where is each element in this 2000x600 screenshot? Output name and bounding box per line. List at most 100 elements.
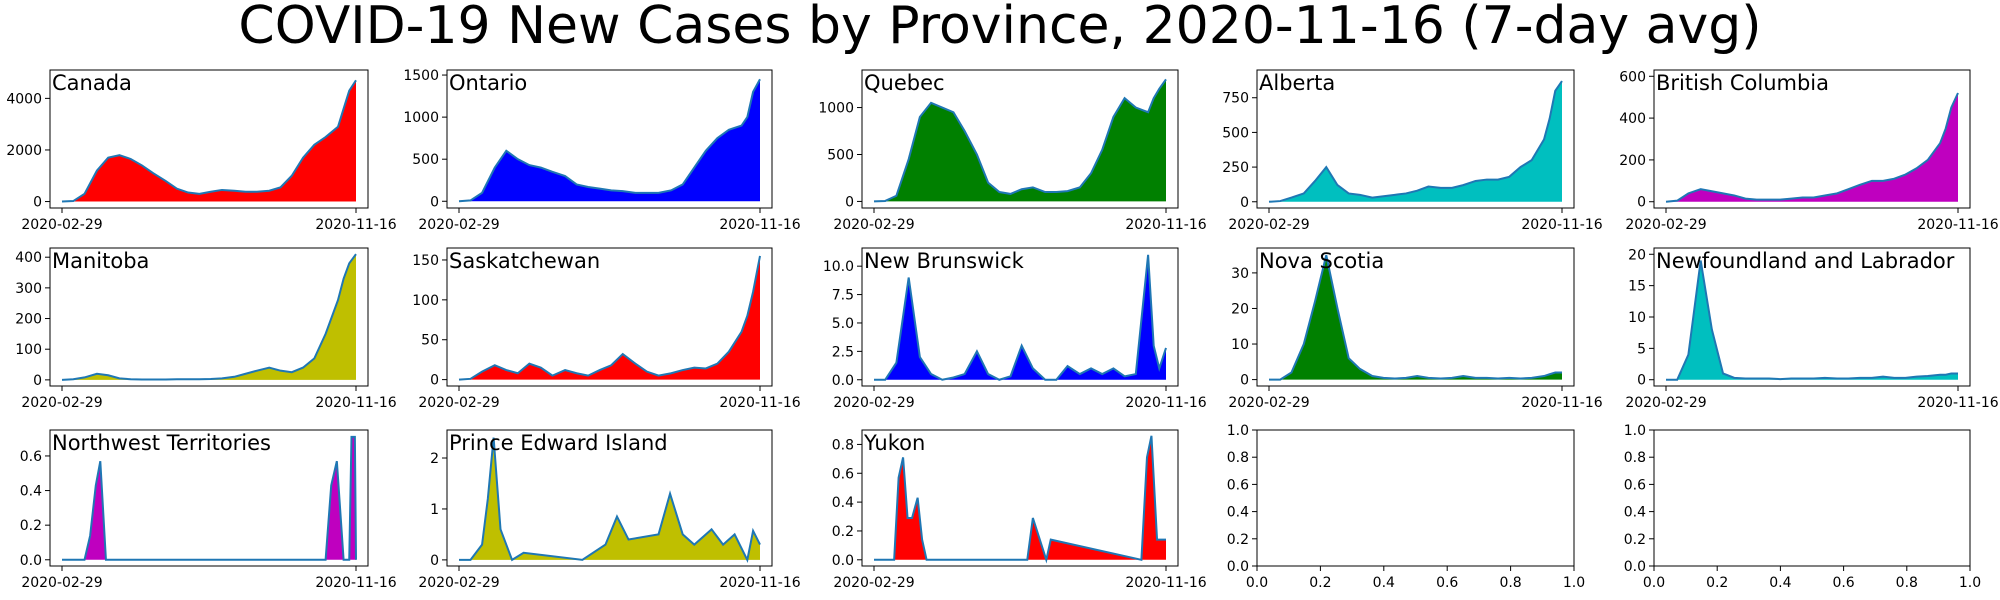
- y-tick-label: 500: [827, 147, 854, 163]
- x-tick-label: 2020-11-16: [1917, 217, 1998, 233]
- y-tick-label: 500: [412, 152, 439, 168]
- area-fill: [459, 79, 760, 202]
- y-tick-label: 10: [1231, 337, 1249, 353]
- x-tick-label: 2020-02-29: [1625, 395, 1706, 411]
- y-tick-label: 2.5: [832, 344, 854, 360]
- panel-title: British Columbia: [1656, 71, 1829, 95]
- x-tick-label: 2020-11-16: [315, 395, 396, 411]
- y-tick-label: 0: [430, 373, 439, 389]
- y-tick-label: 0.0: [20, 553, 42, 569]
- series-line: [61, 253, 357, 381]
- panel-alberta: 0 250 500 750 2020-02-29 2020-11-16 Alberta: [1222, 69, 1603, 233]
- y-tick-label: 500: [1222, 125, 1249, 141]
- y-tick-label: 0.6: [1624, 477, 1646, 493]
- y-tick-label: 0: [430, 194, 439, 210]
- y-tick-label: 1.0: [1227, 423, 1249, 439]
- y-tick-label: 0: [33, 195, 42, 211]
- y-tick-label: 10: [1628, 310, 1646, 326]
- panel-title: New Brunswick: [864, 249, 1025, 273]
- y-tick-label: 20: [1231, 301, 1249, 317]
- y-tick-label: 600: [1619, 69, 1646, 85]
- y-tick-label: 0.8: [1227, 450, 1249, 466]
- x-tick-label: 2020-02-29: [833, 217, 914, 233]
- series-line: [1665, 92, 1959, 203]
- series-line: [459, 437, 761, 563]
- panel-title: Northwest Territories: [52, 431, 271, 455]
- x-tick-label: 2020-02-29: [833, 395, 914, 411]
- x-tick-label: 2020-11-16: [1521, 217, 1602, 233]
- y-tick-label: 0.8: [1624, 450, 1646, 466]
- panel-prince-edward-island: 0 1 2 2020-02-29 2020-11-16 Prince Edward Isl…: [418, 429, 801, 591]
- x-tick-label: 2020-11-16: [1521, 395, 1602, 411]
- y-tick-label: 400: [15, 250, 42, 266]
- y-tick-label: 1000: [818, 101, 854, 117]
- x-tick-label: 2020-11-16: [1125, 395, 1206, 411]
- series-line: [458, 255, 761, 381]
- y-tick-label: 15: [1628, 279, 1646, 295]
- panel-newfoundland-and-labrador: 0 5 10 15 20 2020-02-29 2020-11-16 Newfoundland…: [1625, 247, 1998, 411]
- x-tick-label: 2020-02-29: [1228, 217, 1309, 233]
- x-tick-label: 0.6: [1832, 575, 1854, 591]
- panel-title: Yukon: [863, 431, 925, 455]
- x-tick-label: 0.8: [1499, 575, 1521, 591]
- x-tick-label: 0.2: [1706, 575, 1728, 591]
- panel-canada: 0 2000 4000 2020-02-29 2020-11-16 Canada: [6, 69, 397, 233]
- y-tick-label: 250: [1222, 160, 1249, 176]
- series-line: [61, 79, 357, 203]
- y-tick-label: 2000: [6, 143, 42, 159]
- y-tick-label: 20: [1628, 247, 1646, 263]
- panel-manitoba: 0 100 200 300 400 2020-02-29 2020-11-16 Manitob…: [15, 247, 397, 411]
- series-line: [1268, 80, 1563, 203]
- y-tick-label: 50: [421, 333, 439, 349]
- y-tick-label: 0.0: [832, 553, 854, 569]
- panel-british-columbia: 0 200 400 600 2020-02-29 2020-11-16 British Co…: [1619, 69, 1999, 233]
- area-fill: [1666, 93, 1958, 202]
- panel-nova-scotia: 0 10 20 30 2020-02-29 2020-11-16 Nova Scotia: [1228, 247, 1603, 411]
- y-tick-label: 1: [430, 502, 439, 518]
- y-tick-label: 0.4: [20, 484, 42, 500]
- y-tick-label: 400: [1619, 111, 1646, 127]
- panel-empty-14: 0.0 0.2 0.4 0.6 0.8 1.0 0.0 0.2 0.4 0.6 0.8 1.0: [1624, 423, 1981, 591]
- y-tick-label: 200: [1619, 153, 1646, 169]
- x-tick-label: 2020-02-29: [21, 217, 102, 233]
- y-tick-label: 0.6: [20, 449, 42, 465]
- area-fill: [62, 254, 356, 380]
- y-tick-label: 0.2: [20, 518, 42, 534]
- x-tick-label: 2020-02-29: [418, 217, 499, 233]
- panel-title: Ontario: [449, 71, 527, 95]
- series-line: [874, 435, 1166, 564]
- x-tick-label: 0.4: [1373, 575, 1395, 591]
- panel-title: Nova Scotia: [1259, 249, 1384, 273]
- axes-frame: [1256, 429, 1575, 567]
- series-line: [873, 78, 1167, 203]
- y-tick-label: 30: [1231, 266, 1249, 282]
- area-fill: [459, 255, 760, 380]
- y-tick-label: 0.6: [1227, 477, 1249, 493]
- panel-title: Prince Edward Island: [449, 431, 668, 455]
- y-tick-label: 100: [412, 293, 439, 309]
- panel-title: Canada: [52, 71, 132, 95]
- y-tick-label: 0.0: [1624, 559, 1646, 575]
- area-fill: [1269, 81, 1562, 202]
- area-fill: [62, 80, 356, 202]
- panel-yukon: 0.0 0.2 0.4 0.6 0.8 2020-02-29 2020-11-16 Yukon: [832, 429, 1207, 591]
- y-tick-label: 300: [15, 281, 42, 297]
- x-tick-label: 0.8: [1896, 575, 1918, 591]
- y-tick-label: 0.8: [832, 437, 854, 453]
- x-tick-label: 2020-02-29: [21, 395, 102, 411]
- panel-title: Alberta: [1259, 71, 1335, 95]
- y-tick-label: 750: [1222, 91, 1249, 107]
- area-fill: [874, 435, 1166, 560]
- y-tick-label: 1000: [403, 110, 439, 126]
- x-tick-label: 2020-02-29: [1228, 395, 1309, 411]
- x-tick-label: 2020-11-16: [719, 575, 800, 591]
- x-tick-label: 2020-11-16: [719, 395, 800, 411]
- y-tick-label: 0.0: [832, 373, 854, 389]
- x-tick-label: 2020-11-16: [719, 217, 800, 233]
- y-tick-label: 150: [412, 253, 439, 269]
- x-tick-label: 2020-11-16: [1917, 395, 1998, 411]
- x-tick-label: 2020-11-16: [315, 575, 396, 591]
- y-tick-label: 0.0: [1227, 559, 1249, 575]
- y-tick-label: 0: [430, 553, 439, 569]
